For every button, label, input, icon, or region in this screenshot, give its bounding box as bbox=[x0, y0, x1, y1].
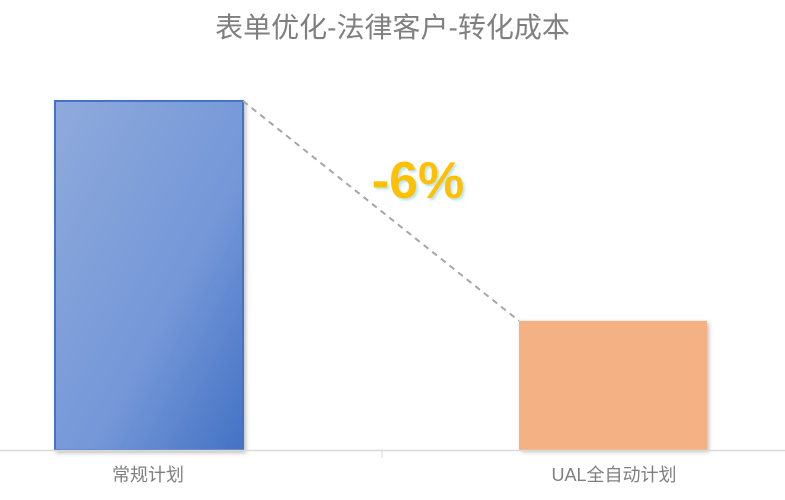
x-tick-label: UAL全自动计划 bbox=[551, 465, 676, 485]
x-tick-label: 常规计划 bbox=[112, 465, 184, 485]
trend-connector-line bbox=[242, 100, 520, 322]
chart-title: 表单优化-法律客户-转化成本 bbox=[215, 12, 570, 43]
change-annotation: -6% bbox=[372, 152, 464, 210]
bar-2 bbox=[519, 320, 707, 450]
bar-1 bbox=[54, 100, 244, 451]
